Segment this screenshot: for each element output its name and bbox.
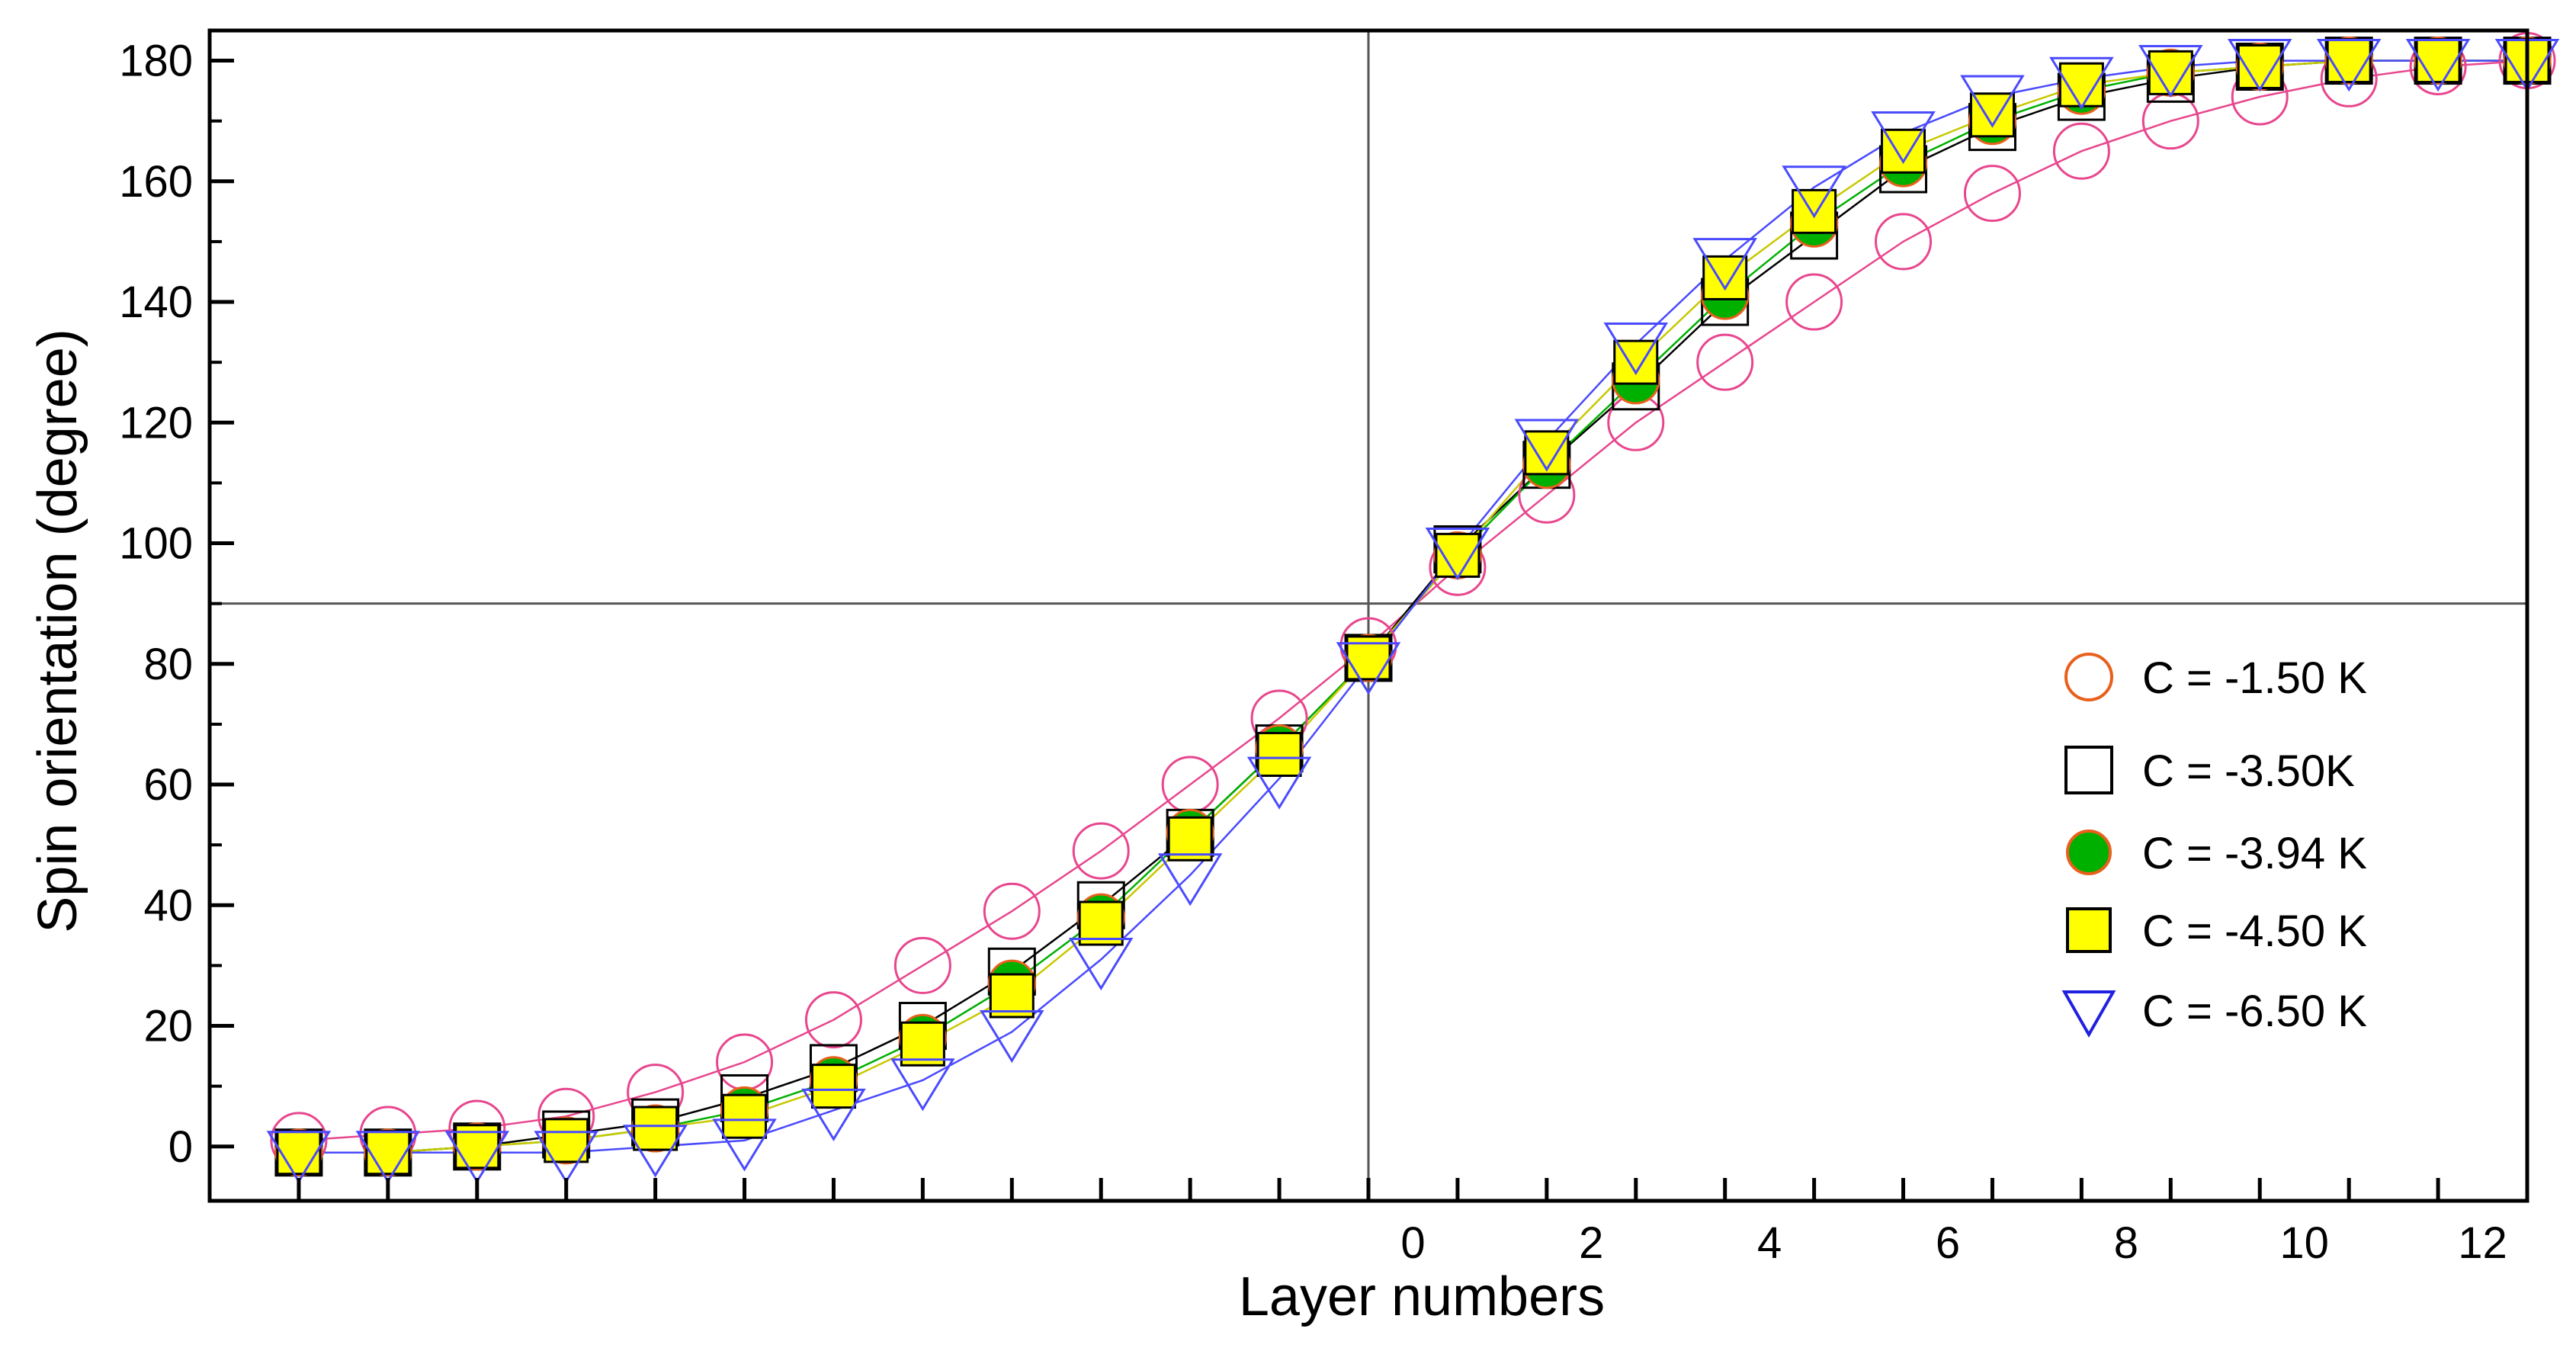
data-point bbox=[1696, 333, 1754, 391]
data-point bbox=[1792, 188, 1837, 234]
data-point bbox=[444, 1131, 510, 1184]
legend-entry: C = -3.94 K bbox=[2066, 829, 2367, 878]
legend-entry: C = -6.50 K bbox=[2061, 987, 2367, 1038]
data-point bbox=[633, 1106, 678, 1151]
data-point bbox=[1167, 816, 1213, 862]
data-point bbox=[980, 1009, 1044, 1064]
y-axis-ticks: 0 20 40 60 80 100 120 140 160 180 bbox=[119, 37, 234, 1172]
data-point bbox=[1524, 430, 1570, 476]
data-point bbox=[1514, 419, 1580, 472]
legend-entry: C = -1.50 K bbox=[2064, 653, 2367, 703]
x-tick-label: 0 bbox=[1400, 1218, 1425, 1268]
data-point bbox=[810, 1064, 856, 1109]
x-tick-label: 10 bbox=[2279, 1218, 2329, 1268]
data-point bbox=[544, 1118, 589, 1163]
data-point bbox=[983, 882, 1041, 940]
y-tick-label: 180 bbox=[119, 37, 193, 86]
reference-lines bbox=[210, 30, 2527, 1201]
data-point bbox=[1603, 322, 1669, 376]
legend-entry: C = -3.50K bbox=[2064, 746, 2355, 796]
series-points bbox=[266, 39, 2560, 1184]
legend: C = -1.50 K C = -3.50K C = -3.94 K C = -4.5… bbox=[2061, 653, 2367, 1038]
legend-label: C = -4.50 K bbox=[2142, 907, 2367, 956]
data-point bbox=[2415, 38, 2461, 84]
x-axis-ticks: 0 2 4 6 8 10 12 bbox=[297, 1178, 2529, 1268]
data-point bbox=[355, 1131, 421, 1184]
legend-label: C = -1.50 K bbox=[2142, 653, 2367, 703]
data-point bbox=[804, 991, 862, 1049]
data-point bbox=[1078, 900, 1124, 946]
legend-marker bbox=[2066, 907, 2112, 953]
series-markers bbox=[266, 32, 2560, 1184]
data-point bbox=[1875, 213, 1933, 271]
data-point bbox=[2138, 44, 2203, 98]
data-point bbox=[722, 1093, 768, 1139]
data-point bbox=[2405, 39, 2471, 92]
data-point bbox=[1246, 756, 1312, 810]
y-tick-label: 140 bbox=[119, 278, 193, 327]
data-point bbox=[2049, 56, 2114, 110]
data-point bbox=[266, 1131, 332, 1184]
data-point bbox=[2316, 39, 2382, 92]
legend-label: C = -6.50 K bbox=[2142, 987, 2367, 1036]
data-point bbox=[1068, 938, 1134, 991]
y-tick-label: 20 bbox=[143, 1002, 193, 1051]
y-axis-label: Spin orientation (degree) bbox=[27, 329, 88, 933]
y-tick-label: 160 bbox=[119, 157, 193, 207]
data-point bbox=[276, 1130, 322, 1176]
data-point bbox=[1256, 731, 1302, 777]
data-point bbox=[1960, 75, 2025, 128]
legend-marker bbox=[2066, 830, 2112, 875]
data-point bbox=[1963, 165, 2021, 223]
y-tick-label: 0 bbox=[168, 1122, 193, 1172]
data-point bbox=[900, 1021, 945, 1067]
data-point bbox=[1425, 527, 1490, 581]
data-point bbox=[893, 936, 951, 994]
legend-marker bbox=[2061, 990, 2116, 1038]
x-axis-label: Layer numbers bbox=[1239, 1266, 1605, 1327]
data-point bbox=[1157, 853, 1223, 907]
data-point bbox=[989, 973, 1035, 1019]
data-point bbox=[2326, 38, 2372, 84]
y-tick-label: 120 bbox=[119, 398, 193, 448]
data-point bbox=[2052, 122, 2110, 180]
legend-marker bbox=[2064, 746, 2113, 794]
data-point bbox=[1871, 111, 1936, 165]
legend-marker bbox=[2064, 653, 2113, 701]
x-tick-label: 4 bbox=[1757, 1218, 1782, 1268]
y-tick-label: 80 bbox=[143, 640, 193, 689]
data-point bbox=[801, 1088, 866, 1141]
legend-label: C = -3.50K bbox=[2142, 746, 2355, 796]
y-tick-label: 40 bbox=[143, 881, 193, 930]
y-tick-label: 100 bbox=[119, 519, 193, 569]
data-point bbox=[890, 1058, 955, 1112]
data-point bbox=[1785, 273, 1843, 331]
data-point bbox=[1072, 822, 1130, 880]
data-point bbox=[534, 1131, 598, 1184]
series-line bbox=[298, 59, 2528, 1142]
data-point bbox=[1782, 165, 1846, 219]
legend-entry: C = -4.50 K bbox=[2066, 907, 2367, 956]
x-tick-label: 12 bbox=[2458, 1218, 2507, 1268]
data-point bbox=[712, 1118, 777, 1172]
legend-label: C = -3.94 K bbox=[2142, 829, 2367, 878]
data-point bbox=[1692, 238, 1757, 291]
data-point bbox=[2227, 39, 2292, 92]
x-tick-label: 2 bbox=[1579, 1218, 1603, 1268]
y-tick-label: 60 bbox=[143, 760, 193, 810]
data-point bbox=[365, 1130, 411, 1176]
x-tick-label: 8 bbox=[2114, 1218, 2138, 1268]
x-tick-label: 6 bbox=[1936, 1218, 1960, 1268]
data-point bbox=[623, 1125, 688, 1178]
data-point bbox=[1336, 642, 1401, 695]
